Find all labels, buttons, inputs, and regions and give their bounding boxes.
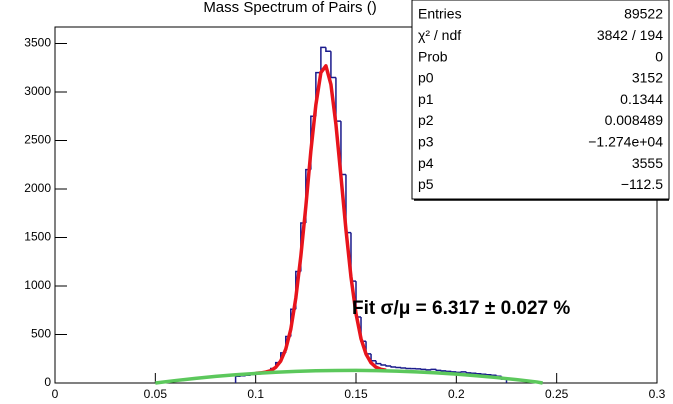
- stats-label: Prob: [418, 48, 448, 64]
- y-tick-label: 1000: [24, 278, 51, 292]
- stats-value: 3842 / 194: [597, 27, 663, 43]
- histogram-bin: [375, 360, 382, 365]
- fit-curve: [255, 64, 387, 376]
- stats-label: p1: [418, 91, 434, 107]
- fit-annotation: Fit σ/μ = 6.317 ± 0.027 %: [352, 298, 570, 319]
- stats-value: 89522: [624, 6, 663, 22]
- y-tick-label: 2500: [24, 133, 51, 147]
- chart-title: Mass Spectrum of Pairs (): [203, 0, 376, 16]
- histogram-bin: [465, 371, 472, 374]
- x-tick-label: 0.25: [545, 387, 569, 401]
- x-tick-label: 0.1: [247, 387, 264, 401]
- y-tick-label: 0: [44, 375, 51, 389]
- histogram-bin: [234, 375, 241, 383]
- histogram-bin: [435, 369, 442, 372]
- stats-label: Entries: [418, 6, 462, 22]
- x-tick-label: 0.15: [344, 387, 368, 401]
- stats-label: p5: [418, 176, 434, 192]
- stats-value: 3152: [632, 70, 663, 86]
- histogram-bin: [335, 77, 341, 122]
- stats-label: p2: [418, 112, 434, 128]
- x-tick-label: 0.2: [448, 387, 465, 401]
- stats-value: 3555: [632, 155, 663, 171]
- fit-curve: [155, 368, 543, 385]
- x-tick-label: 0: [52, 387, 59, 401]
- stats-box: [411, 0, 670, 200]
- stats-value: 0: [655, 48, 663, 64]
- histogram-bin: [330, 51, 336, 79]
- histogram-bin: [390, 366, 397, 368]
- histogram-bin: [380, 363, 387, 366]
- histogram-bin: [325, 47, 331, 53]
- x-tick-label: 0.3: [649, 387, 666, 401]
- stats-value: −112.5: [621, 176, 663, 192]
- stats-label: χ² / ndf: [418, 27, 461, 43]
- histogram-bin: [320, 46, 326, 73]
- y-tick-label: 2000: [24, 181, 51, 195]
- stats-value: 0.008489: [605, 112, 664, 128]
- stats-value: 0.1344: [620, 91, 663, 107]
- stats-label: p3: [418, 134, 434, 150]
- histogram-bin: [385, 365, 392, 367]
- y-tick-label: 1500: [24, 230, 51, 244]
- histogram-bin: [370, 353, 377, 362]
- x-tick-label: 0.05: [144, 387, 168, 401]
- stats-value: −1.274e+04: [588, 134, 663, 150]
- y-tick-label: 3500: [24, 36, 51, 50]
- y-tick-label: 3000: [24, 84, 51, 98]
- stats-label: p4: [418, 155, 434, 171]
- stats-label: p0: [418, 70, 434, 86]
- y-tick-label: 500: [31, 327, 51, 341]
